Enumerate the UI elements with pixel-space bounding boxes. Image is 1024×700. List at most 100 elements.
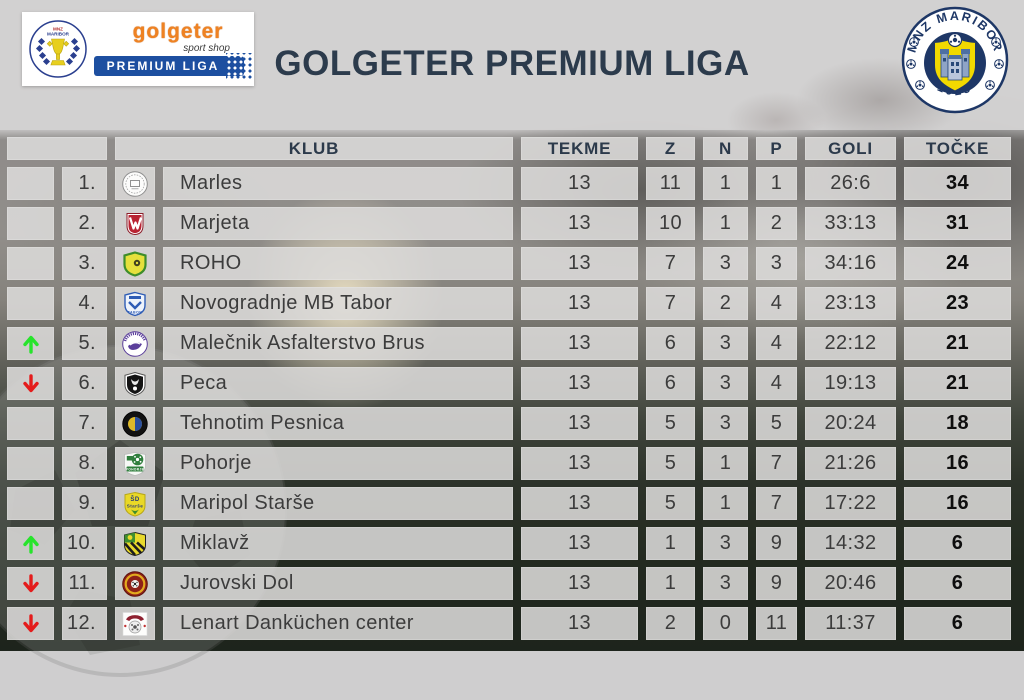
arrow-up-icon — [22, 335, 39, 354]
goli-cell: 11:37 — [805, 607, 896, 640]
club-cell: Jurovski Dol — [163, 567, 513, 600]
page-title: GOLGETER PREMIUM LIGA — [274, 44, 750, 83]
position-cell: 6. — [62, 367, 107, 400]
lenart-crest-icon — [122, 611, 148, 636]
tekme-cell: 13 — [521, 207, 638, 240]
n-cell: 1 — [703, 487, 748, 520]
sponsor-tagline-text: sport shop — [183, 43, 230, 54]
tekme-cell: 13 — [521, 447, 638, 480]
p-cell: 4 — [756, 367, 797, 400]
sponsor-logo: MNZ MARIBOR golgeter sport shop PREMIUM … — [22, 12, 254, 86]
p-cell: 1 — [756, 167, 797, 200]
svg-text:MNZ: MNZ — [53, 27, 63, 32]
premium-liga-label: PREMIUM LIGA — [94, 53, 252, 79]
svg-text:ŠD: ŠD — [130, 495, 139, 503]
tocke-cell: 6 — [904, 567, 1011, 600]
tekme-cell: 13 — [521, 247, 638, 280]
header-n: N — [703, 137, 748, 160]
arrow-down-icon — [22, 573, 39, 592]
movement-cell — [7, 247, 54, 280]
mnz-maribor-badge-icon: MNZ MARIBOR 1928 — [901, 6, 1009, 114]
malecnik-crest-icon — [122, 330, 148, 357]
position-cell: 2. — [62, 207, 107, 240]
crest-cell — [115, 247, 155, 280]
position-cell: 11. — [62, 567, 107, 600]
p-cell: 2 — [756, 207, 797, 240]
tekme-cell: 13 — [521, 487, 638, 520]
movement-cell — [7, 527, 54, 560]
position-cell: 10. — [62, 527, 107, 560]
marjeta-crest-icon — [126, 212, 144, 235]
header-klub: KLUB — [115, 137, 513, 160]
jurovski-crest-icon — [122, 570, 148, 597]
position-cell: 7. — [62, 407, 107, 440]
crest-cell — [115, 327, 155, 360]
tocke-cell: 18 — [904, 407, 1011, 440]
crest-cell — [115, 527, 155, 560]
tehnotim-crest-icon — [122, 410, 148, 437]
movement-cell — [7, 447, 54, 480]
tekme-cell: 13 — [521, 327, 638, 360]
roho-crest-icon — [123, 250, 147, 277]
p-cell: 4 — [756, 327, 797, 360]
marles-crest-icon — [122, 170, 148, 197]
arrow-down-icon — [22, 613, 39, 632]
header-goli: GOLI — [805, 137, 896, 160]
p-cell: 9 — [756, 527, 797, 560]
club-cell: Novogradnje MB Tabor — [163, 287, 513, 320]
movement-cell — [7, 327, 54, 360]
p-cell: 7 — [756, 447, 797, 480]
pohorje-crest-icon: POHORJE — [124, 451, 146, 476]
crest-cell: ŠD Starše — [115, 487, 155, 520]
tocke-cell: 21 — [904, 367, 1011, 400]
tocke-cell: 21 — [904, 327, 1011, 360]
club-cell: Malečnik Asfalterstvo Brus — [163, 327, 513, 360]
z-cell: 10 — [646, 207, 695, 240]
p-cell: 7 — [756, 487, 797, 520]
tekme-cell: 13 — [521, 607, 638, 640]
n-cell: 3 — [703, 367, 748, 400]
n-cell: 3 — [703, 327, 748, 360]
tekme-cell: 13 — [521, 167, 638, 200]
club-cell: Lenart Danküchen center — [163, 607, 513, 640]
tocke-cell: 6 — [904, 607, 1011, 640]
n-cell: 0 — [703, 607, 748, 640]
tocke-cell: 31 — [904, 207, 1011, 240]
z-cell: 11 — [646, 167, 695, 200]
z-cell: 1 — [646, 567, 695, 600]
svg-text:POHORJE: POHORJE — [126, 467, 144, 471]
n-cell: 2 — [703, 287, 748, 320]
header-blank-cell — [7, 137, 107, 160]
club-cell: Pohorje — [163, 447, 513, 480]
club-cell: ROHO — [163, 247, 513, 280]
position-cell: 1. — [62, 167, 107, 200]
position-cell: 4. — [62, 287, 107, 320]
goli-cell: 20:24 — [805, 407, 896, 440]
p-cell: 3 — [756, 247, 797, 280]
goli-cell: 21:26 — [805, 447, 896, 480]
header-p: P — [756, 137, 797, 160]
crest-cell — [115, 167, 155, 200]
goli-cell: 23:13 — [805, 287, 896, 320]
arrow-down-icon — [22, 373, 39, 392]
z-cell: 7 — [646, 247, 695, 280]
position-cell: 5. — [62, 327, 107, 360]
header-z: Z — [646, 137, 695, 160]
goli-cell: 33:13 — [805, 207, 896, 240]
p-cell: 9 — [756, 567, 797, 600]
club-cell: Maripol Starše — [163, 487, 513, 520]
crest-cell — [115, 567, 155, 600]
tekme-cell: 13 — [521, 287, 638, 320]
z-cell: 7 — [646, 287, 695, 320]
crest-cell: POHORJE — [115, 447, 155, 480]
z-cell: 6 — [646, 367, 695, 400]
goli-cell: 20:46 — [805, 567, 896, 600]
tocke-cell: 24 — [904, 247, 1011, 280]
p-cell: 4 — [756, 287, 797, 320]
movement-cell — [7, 607, 54, 640]
sponsor-brand-text: golgeter — [132, 20, 224, 43]
svg-text:MARIBOR: MARIBOR — [47, 32, 70, 37]
position-cell: 12. — [62, 607, 107, 640]
position-cell: 8. — [62, 447, 107, 480]
